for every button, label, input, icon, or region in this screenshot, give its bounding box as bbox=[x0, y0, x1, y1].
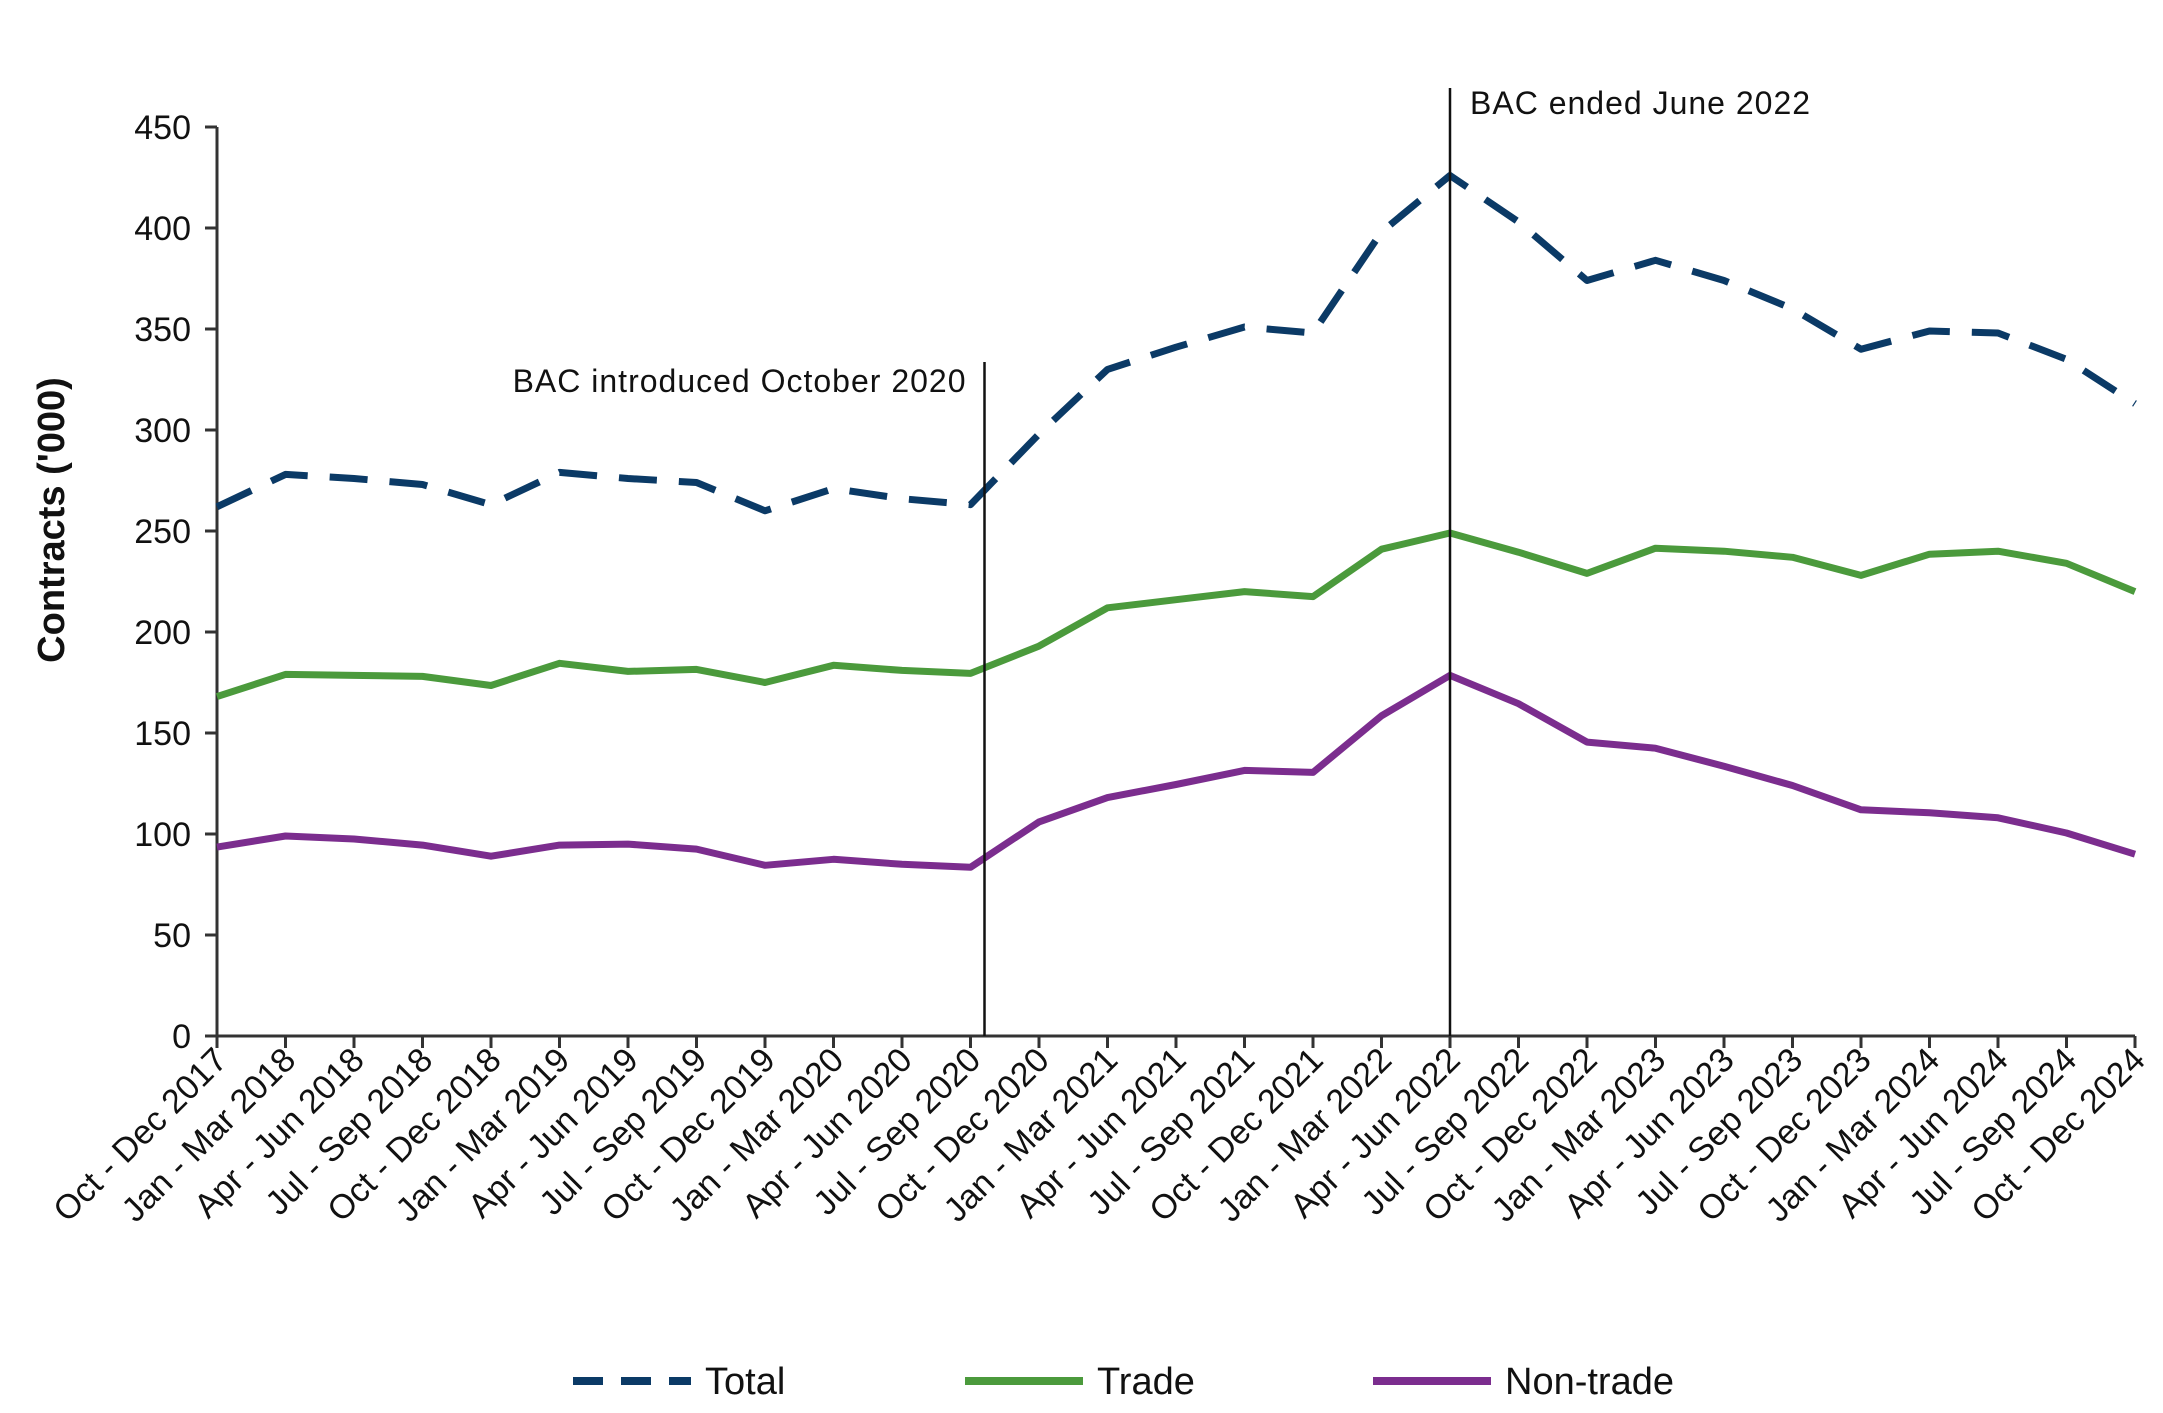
legend-label: Trade bbox=[1097, 1361, 1195, 1403]
chart-annotations: BAC introduced October 2020 BAC ended Jun… bbox=[513, 85, 1811, 1036]
series-line-total bbox=[215, 172, 2137, 515]
series-line-trade bbox=[215, 529, 2137, 700]
y-tick-label: 150 bbox=[134, 715, 191, 753]
y-tick-label: 400 bbox=[134, 210, 191, 248]
y-axis-title: Contracts ('000) bbox=[31, 377, 73, 663]
y-tick-label: 100 bbox=[134, 816, 191, 854]
annotation-label: BAC ended June 2022 bbox=[1470, 85, 1811, 121]
legend-label: Total bbox=[705, 1361, 785, 1403]
legend-label: Non-trade bbox=[1505, 1361, 1674, 1403]
y-tick-label: 300 bbox=[134, 412, 191, 450]
y-tick-label: 450 bbox=[134, 109, 191, 147]
chart-series bbox=[215, 172, 2137, 871]
y-tick-label: 200 bbox=[134, 614, 191, 652]
chart-legend: Total Trade Non-trade bbox=[573, 1361, 1674, 1403]
y-tick-label: 50 bbox=[153, 917, 191, 955]
annotation-label: BAC introduced October 2020 bbox=[513, 363, 967, 399]
y-tick-label: 0 bbox=[172, 1018, 191, 1056]
series-line-non-trade bbox=[216, 671, 2137, 871]
y-tick-label: 250 bbox=[134, 513, 191, 551]
y-tick-label: 350 bbox=[134, 311, 191, 349]
